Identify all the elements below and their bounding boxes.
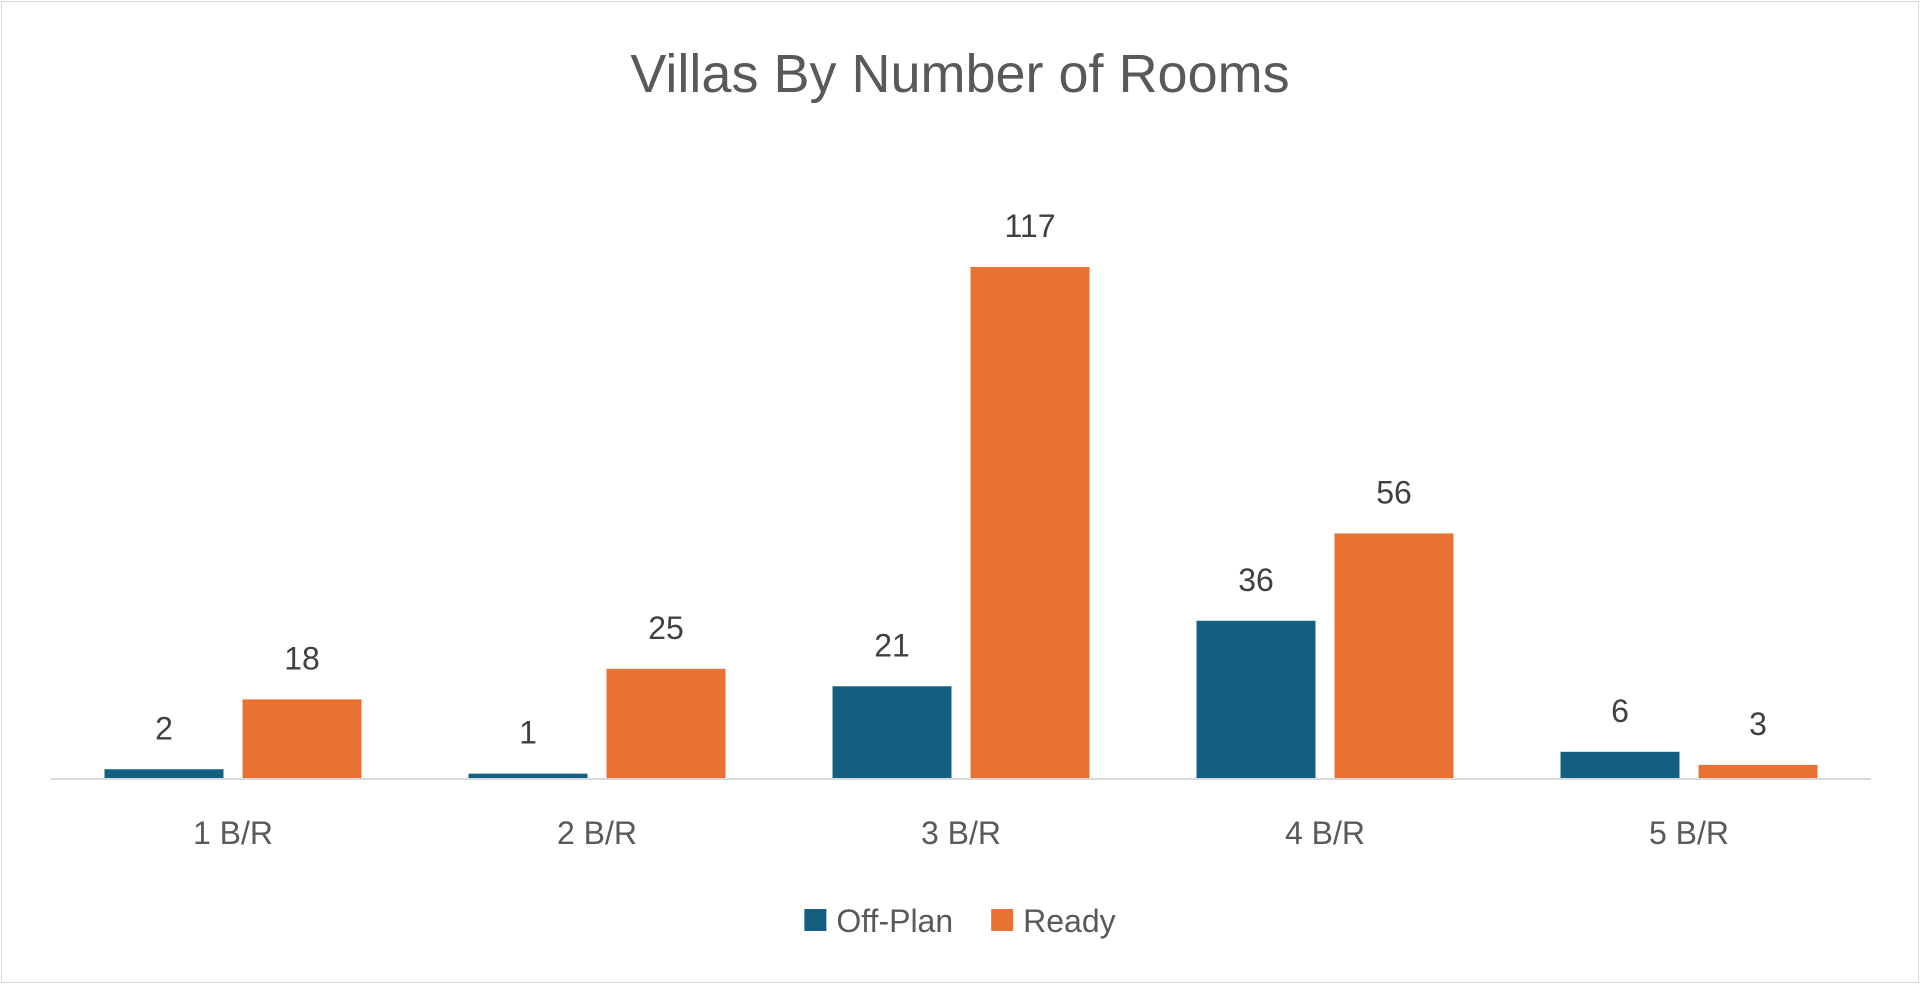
legend-swatch-ready [991,909,1014,931]
bar-ready-1 [242,699,362,778]
legend-swatch-off-plan [804,909,827,931]
bar-ready-3 [970,267,1090,778]
data-label-ready-3: 117 [1004,208,1055,244]
x-tick-label-3: 3 B/R [921,815,1001,851]
data-label-off-plan-2: 1 [519,715,537,751]
legend: Off-Plan Ready [804,903,1116,939]
data-label-off-plan-3: 21 [874,627,910,663]
bar-ready-2 [606,668,726,778]
data-label-off-plan-5: 6 [1611,693,1629,729]
data-label-off-plan-4: 36 [1238,562,1274,598]
legend-label-off-plan: Off-Plan [836,903,953,939]
data-label-ready-2: 25 [648,610,684,646]
data-label-ready-5: 3 [1749,706,1767,742]
x-tick-label-1: 1 B/R [193,815,273,851]
bar-ready-4 [1334,533,1454,778]
x-tick-label-4: 4 B/R [1285,815,1365,851]
legend-label-ready: Ready [1023,903,1116,939]
data-label-ready-4: 56 [1376,474,1412,510]
bar-off-plan-4 [1196,620,1316,778]
bar-off-plan-3 [832,686,952,778]
bar-off-plan-1 [104,769,224,778]
bar-off-plan-2 [468,773,588,778]
data-labels-layer: 2 18 1 25 21 117 36 56 6 3 [155,208,1767,751]
tick-labels-layer: 1 B/R 2 B/R 3 B/R 4 B/R 5 B/R [193,815,1729,851]
bars-layer [104,267,1818,778]
chart-title: Villas By Number of Rooms [630,44,1289,104]
data-label-ready-1: 18 [284,640,320,676]
bar-off-plan-5 [1560,751,1680,778]
x-tick-label-2: 2 B/R [557,815,637,851]
data-label-off-plan-1: 2 [155,710,173,746]
bar-ready-5 [1698,764,1818,778]
x-tick-label-5: 5 B/R [1649,815,1729,851]
